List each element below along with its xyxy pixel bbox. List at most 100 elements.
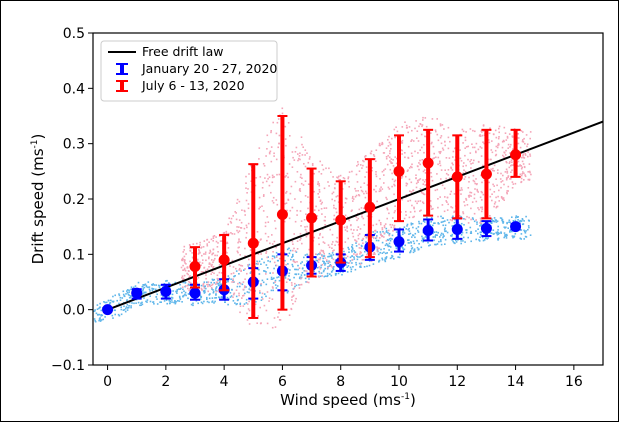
cloud-point: [523, 157, 526, 159]
cloud-point: [295, 251, 298, 253]
cloud-point: [237, 241, 239, 244]
january-mean-marker: [510, 221, 522, 233]
cloud-point: [401, 175, 404, 178]
cloud-point: [366, 184, 369, 186]
cloud-point: [102, 318, 104, 321]
cloud-point: [389, 143, 392, 146]
legend-label-july: July 6 - 13, 2020: [141, 78, 245, 93]
cloud-point: [519, 220, 521, 222]
cloud-point: [410, 152, 413, 155]
mean-point: [480, 168, 492, 180]
cloud-point: [507, 227, 509, 229]
cloud-point: [225, 281, 227, 283]
cloud-point: [493, 232, 495, 235]
cloud-point: [502, 197, 505, 199]
cloud-point: [491, 218, 493, 220]
cloud-point: [291, 299, 293, 301]
cloud-point: [503, 151, 505, 154]
cloud-point: [130, 306, 132, 309]
cloud-point: [389, 168, 392, 171]
cloud-point: [353, 253, 355, 255]
cloud-point: [333, 187, 336, 189]
cloud-point: [496, 184, 498, 187]
cloud-point: [524, 235, 527, 238]
cloud-point: [130, 295, 132, 297]
cloud-point: [376, 231, 378, 233]
cloud-point: [146, 299, 149, 301]
cloud-point: [319, 160, 321, 163]
cloud-point: [285, 190, 288, 193]
cloud-point: [494, 201, 497, 203]
cloud-point: [413, 215, 415, 218]
cloud-point: [266, 134, 269, 137]
cloud-point: [196, 242, 198, 245]
cloud-point: [356, 253, 358, 255]
cloud-point: [400, 177, 403, 179]
cloud-point: [244, 268, 246, 270]
cloud-point: [238, 292, 240, 295]
cloud-point: [445, 230, 447, 232]
cloud-point: [430, 142, 433, 145]
cloud-point: [375, 236, 378, 239]
cloud-point: [271, 174, 274, 177]
cloud-point: [141, 290, 144, 292]
cloud-point: [495, 178, 497, 180]
cloud-point: [125, 306, 128, 308]
cloud-point: [472, 218, 474, 221]
cloud-point: [447, 147, 450, 150]
cloud-point: [236, 229, 238, 232]
cloud-point: [376, 235, 378, 237]
cloud-point: [495, 136, 498, 139]
cloud-point: [364, 235, 366, 237]
cloud-point: [510, 143, 512, 146]
cloud-point: [118, 314, 121, 317]
cloud-point: [203, 300, 205, 303]
cloud-point: [386, 208, 389, 211]
cloud-point: [490, 158, 492, 161]
cloud-point: [331, 252, 334, 254]
cloud-point: [278, 312, 280, 314]
cloud-point: [364, 176, 366, 178]
cloud-point: [319, 200, 322, 202]
cloud-point: [475, 219, 477, 221]
cloud-point: [273, 152, 275, 155]
cloud-point: [275, 255, 278, 257]
cloud-point: [448, 177, 451, 180]
cloud-point: [479, 217, 482, 220]
cloud-point: [347, 262, 350, 264]
cloud-point: [432, 207, 434, 210]
cloud-point: [391, 172, 393, 175]
cloud-point: [360, 189, 363, 192]
cloud-point: [419, 178, 422, 180]
cloud-point: [104, 316, 106, 318]
cloud-point: [374, 253, 376, 255]
cloud-point: [141, 303, 144, 306]
cloud-point: [511, 136, 514, 138]
cloud-point: [256, 231, 259, 233]
cloud-point: [351, 170, 353, 173]
cloud-point: [335, 195, 338, 198]
cloud-point: [235, 289, 238, 291]
cloud-point: [411, 155, 414, 157]
cloud-point: [512, 164, 515, 167]
cloud-point: [229, 265, 231, 267]
cloud-point: [370, 152, 372, 155]
cloud-point: [444, 169, 446, 171]
cloud-point: [324, 267, 326, 270]
cloud-point: [261, 298, 264, 300]
cloud-point: [461, 189, 463, 191]
cloud-point: [481, 206, 483, 209]
cloud-point: [120, 308, 123, 311]
cloud-point: [294, 268, 296, 271]
cloud-point: [476, 190, 479, 192]
cloud-point: [133, 302, 135, 305]
cloud-point: [506, 221, 508, 224]
cloud-point: [225, 242, 228, 245]
cloud-point: [118, 302, 120, 305]
cloud-point: [293, 287, 295, 290]
cloud-point: [296, 261, 298, 263]
cloud-point: [199, 298, 202, 300]
cloud-point: [298, 155, 301, 157]
cloud-point: [186, 266, 189, 268]
